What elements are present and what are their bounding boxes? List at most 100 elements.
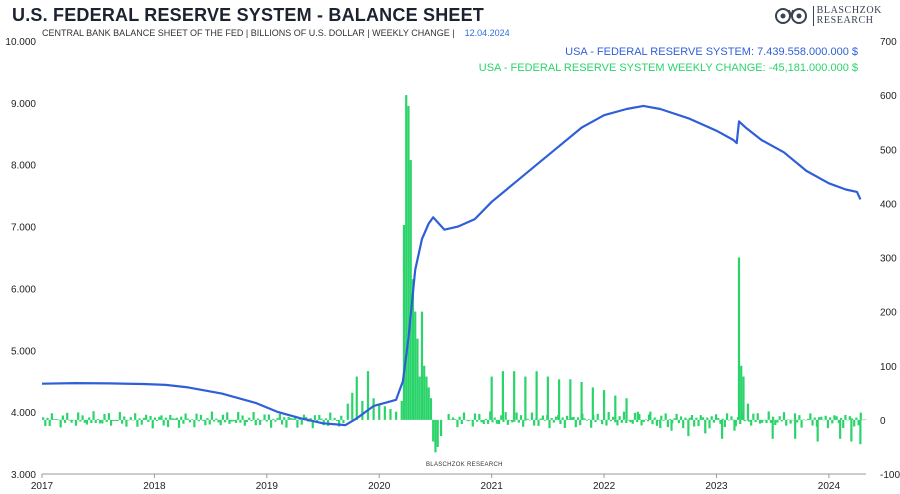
weekly-bar <box>254 419 257 426</box>
weekly-bar <box>579 419 582 426</box>
weekly-bar <box>335 419 338 421</box>
weekly-bar <box>425 376 428 420</box>
weekly-bar <box>402 225 406 420</box>
weekly-bar <box>276 418 279 420</box>
weekly-bar <box>548 419 551 429</box>
weekly-bar <box>436 419 439 447</box>
weekly-bar <box>202 419 205 421</box>
weekly-bar <box>125 419 128 427</box>
weekly-bar <box>489 411 492 420</box>
weekly-bar <box>580 381 583 420</box>
weekly-bar <box>839 419 842 439</box>
weekly-bar <box>747 419 751 422</box>
weekly-bar <box>846 419 849 421</box>
weekly-bar <box>131 419 135 421</box>
weekly-bar <box>585 419 588 421</box>
weekly-bar <box>302 414 306 420</box>
weekly-bar <box>164 417 167 420</box>
weekly-bar <box>708 419 711 429</box>
weekly-bar <box>151 419 154 429</box>
weekly-bar <box>598 419 602 421</box>
weekly-bar <box>742 376 745 420</box>
weekly-bar <box>526 418 529 420</box>
legend-balance-sheet: USA - FEDERAL RESERVE SYSTEM: 7.439.558.… <box>565 46 858 58</box>
weekly-bar <box>232 419 235 422</box>
weekly-bar <box>673 418 676 420</box>
weekly-bar <box>454 419 457 420</box>
weekly-bar <box>184 413 187 420</box>
weekly-bar <box>267 414 271 420</box>
weekly-bar <box>153 417 157 420</box>
weekly-bar <box>346 403 349 420</box>
weekly-bar <box>791 419 794 421</box>
weekly-bar <box>199 414 203 420</box>
weekly-bar <box>563 419 566 428</box>
weekly-bar <box>666 419 669 428</box>
weekly-bar <box>149 416 152 420</box>
weekly-bar <box>544 419 547 421</box>
weekly-bar <box>226 412 229 420</box>
chart-title: U.S. FEDERAL RESERVE SYSTEM - BALANCE SH… <box>12 5 485 25</box>
weekly-bar <box>147 419 150 422</box>
weekly-bar <box>241 415 244 420</box>
weekly-bar <box>162 419 165 426</box>
weekly-bar <box>778 416 781 420</box>
weekly-bar <box>208 419 211 425</box>
weekly-bar <box>490 376 493 420</box>
weekly-bar <box>530 412 534 420</box>
weekly-bar <box>591 387 594 420</box>
weekly-bar <box>497 419 501 424</box>
weekly-bar <box>539 418 542 420</box>
weekly-bar <box>677 419 680 424</box>
weekly-bar <box>513 371 516 420</box>
weekly-bar <box>418 376 421 420</box>
y-left-tick-label: 8.000 <box>11 161 36 172</box>
weekly-bar <box>704 419 707 434</box>
weekly-bar <box>614 395 617 420</box>
subtitle-text: CENTRAL BANK BALANCE SHEET OF THE FED | … <box>42 28 455 38</box>
weekly-bar <box>844 414 847 420</box>
weekly-bar <box>848 416 851 420</box>
weekly-bar <box>820 416 823 420</box>
weekly-bar <box>754 419 757 423</box>
weekly-bar <box>318 414 321 420</box>
weekly-bar <box>74 419 78 426</box>
weekly-bar <box>182 419 185 424</box>
weekly-bar <box>693 419 696 427</box>
weekly-bar <box>835 416 838 420</box>
weekly-bar <box>679 416 683 420</box>
weekly-bar <box>171 418 174 420</box>
weekly-bar <box>99 419 102 424</box>
weekly-bar <box>223 419 227 423</box>
weekly-bar <box>476 419 479 422</box>
weekly-bar <box>568 419 571 420</box>
weekly-bar <box>118 412 121 420</box>
x-tick-label: 2017 <box>31 481 54 492</box>
weekly-bar <box>471 419 474 427</box>
weekly-bar <box>217 419 220 423</box>
weekly-bar <box>535 371 538 420</box>
weekly-bar <box>484 418 488 420</box>
weekly-bar <box>824 415 827 420</box>
weekly-bar <box>782 412 786 420</box>
weekly-bar <box>859 412 862 420</box>
x-tick-label: 2021 <box>481 481 504 492</box>
weekly-bar <box>614 419 617 423</box>
weekly-bar <box>771 416 775 420</box>
weekly-bar <box>811 419 814 426</box>
weekly-bar <box>699 415 702 420</box>
weekly-bar <box>602 390 606 420</box>
weekly-bar <box>625 419 628 424</box>
weekly-bar <box>596 413 599 420</box>
weekly-bar <box>644 419 648 420</box>
weekly-bar <box>46 417 49 420</box>
weekly-bar <box>432 419 435 442</box>
brand-line-1: BLASCHZOK <box>816 5 882 16</box>
weekly-bar <box>675 413 678 420</box>
weekly-bar <box>655 419 659 426</box>
weekly-bar <box>467 419 470 422</box>
weekly-bar <box>491 419 494 423</box>
weekly-bar <box>50 413 53 420</box>
weekly-bar <box>366 371 370 420</box>
weekly-bar <box>800 419 803 428</box>
